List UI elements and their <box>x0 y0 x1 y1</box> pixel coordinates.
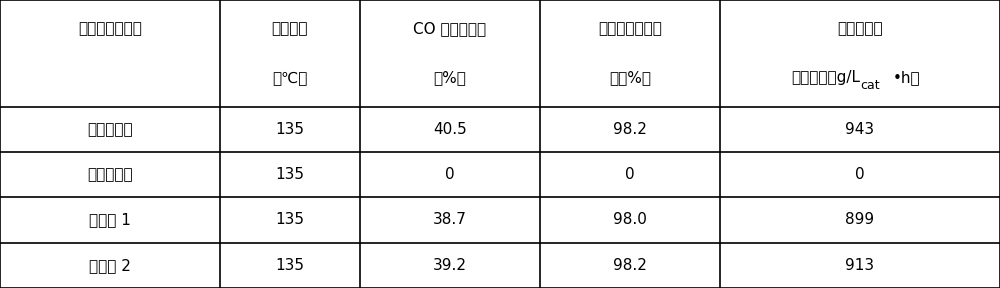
Text: 40.5: 40.5 <box>433 122 467 137</box>
Text: 新鲜催化剂: 新鲜催化剂 <box>87 122 133 137</box>
Text: cat: cat <box>860 79 880 92</box>
Text: （℃）: （℃） <box>272 70 308 85</box>
Text: 性（%）: 性（%） <box>609 70 651 85</box>
Text: 草酸二甲酯选择: 草酸二甲酯选择 <box>598 21 662 36</box>
Text: 催化剂样品名称: 催化剂样品名称 <box>78 21 142 36</box>
Text: 98.2: 98.2 <box>613 122 647 137</box>
Text: 899: 899 <box>845 213 875 228</box>
Text: 39.2: 39.2 <box>433 258 467 273</box>
Text: CO 单程转化率: CO 单程转化率 <box>413 21 487 36</box>
Text: 98.2: 98.2 <box>613 258 647 273</box>
Text: （%）: （%） <box>434 70 466 85</box>
Text: 0: 0 <box>445 167 455 182</box>
Text: 实施例 2: 实施例 2 <box>89 258 131 273</box>
Text: 时空收率（g/L: 时空收率（g/L <box>791 70 860 85</box>
Text: 38.7: 38.7 <box>433 213 467 228</box>
Text: 135: 135 <box>276 167 304 182</box>
Text: 943: 943 <box>845 122 875 137</box>
Text: 失活催化剂: 失活催化剂 <box>87 167 133 182</box>
Text: 135: 135 <box>276 258 304 273</box>
Text: 反应温度: 反应温度 <box>272 21 308 36</box>
Text: •h）: •h） <box>893 70 921 85</box>
Text: 98.0: 98.0 <box>613 213 647 228</box>
Text: 135: 135 <box>276 213 304 228</box>
Text: 135: 135 <box>276 122 304 137</box>
Text: 实施例 1: 实施例 1 <box>89 213 131 228</box>
Text: 913: 913 <box>845 258 875 273</box>
Text: 0: 0 <box>855 167 865 182</box>
Text: 0: 0 <box>625 167 635 182</box>
Text: 草酸二甲酯: 草酸二甲酯 <box>837 21 883 36</box>
